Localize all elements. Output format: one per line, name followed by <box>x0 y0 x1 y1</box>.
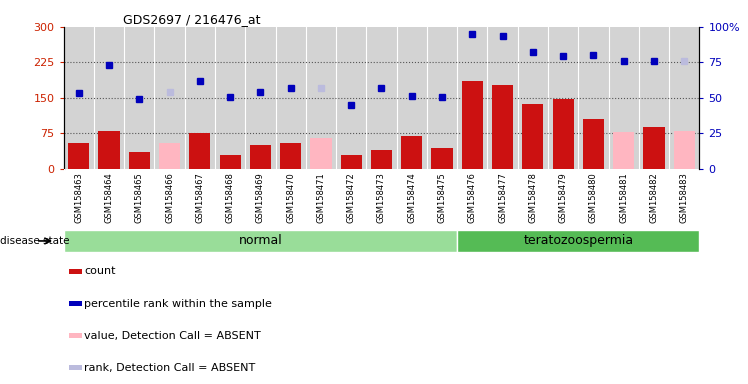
Bar <box>432 147 453 169</box>
Text: value, Detection Call = ABSENT: value, Detection Call = ABSENT <box>84 331 261 341</box>
Bar <box>99 131 120 169</box>
Bar <box>69 333 82 338</box>
Text: disease state: disease state <box>0 236 70 246</box>
Text: GDS2697 / 216476_at: GDS2697 / 216476_at <box>123 13 261 26</box>
Bar <box>492 84 513 169</box>
Text: GSM158476: GSM158476 <box>468 172 476 223</box>
Bar <box>643 127 664 169</box>
Bar <box>340 155 362 169</box>
Text: rank, Detection Call = ABSENT: rank, Detection Call = ABSENT <box>84 363 255 373</box>
Text: GSM158466: GSM158466 <box>165 172 174 223</box>
Text: GSM158473: GSM158473 <box>377 172 386 223</box>
Bar <box>219 155 241 169</box>
Text: GSM158482: GSM158482 <box>649 172 658 223</box>
Bar <box>69 269 82 274</box>
Text: GSM158477: GSM158477 <box>498 172 507 223</box>
Text: GSM158480: GSM158480 <box>589 172 598 223</box>
Bar <box>674 131 695 169</box>
Bar <box>457 230 699 252</box>
Text: GSM158472: GSM158472 <box>347 172 356 223</box>
Text: GSM158464: GSM158464 <box>105 172 114 223</box>
Bar <box>64 230 457 252</box>
Text: GSM158469: GSM158469 <box>256 172 265 223</box>
Text: normal: normal <box>239 235 282 247</box>
Text: GSM158481: GSM158481 <box>619 172 628 223</box>
Text: GSM158474: GSM158474 <box>407 172 416 223</box>
Bar <box>371 150 392 169</box>
Bar <box>69 301 82 306</box>
Text: GSM158483: GSM158483 <box>680 172 689 223</box>
Bar <box>553 99 574 169</box>
Bar <box>310 138 331 169</box>
Bar <box>462 81 483 169</box>
Text: teratozoospermia: teratozoospermia <box>523 235 634 247</box>
Text: GSM158465: GSM158465 <box>135 172 144 223</box>
Bar <box>280 143 301 169</box>
Bar <box>68 143 89 169</box>
Text: GSM158467: GSM158467 <box>195 172 204 223</box>
Bar <box>250 145 271 169</box>
Bar <box>613 132 634 169</box>
Bar <box>522 104 544 169</box>
Bar <box>129 152 150 169</box>
Text: GSM158478: GSM158478 <box>528 172 537 223</box>
Bar <box>159 143 180 169</box>
Bar <box>583 119 604 169</box>
Bar <box>189 134 210 169</box>
Text: GSM158463: GSM158463 <box>74 172 83 223</box>
Text: GSM158479: GSM158479 <box>559 172 568 223</box>
Bar <box>401 136 423 169</box>
Text: GSM158470: GSM158470 <box>286 172 295 223</box>
Text: percentile rank within the sample: percentile rank within the sample <box>84 299 272 309</box>
Text: GSM158475: GSM158475 <box>438 172 447 223</box>
Text: GSM158468: GSM158468 <box>226 172 235 223</box>
Text: count: count <box>84 266 116 276</box>
Text: GSM158471: GSM158471 <box>316 172 325 223</box>
Bar <box>69 365 82 371</box>
